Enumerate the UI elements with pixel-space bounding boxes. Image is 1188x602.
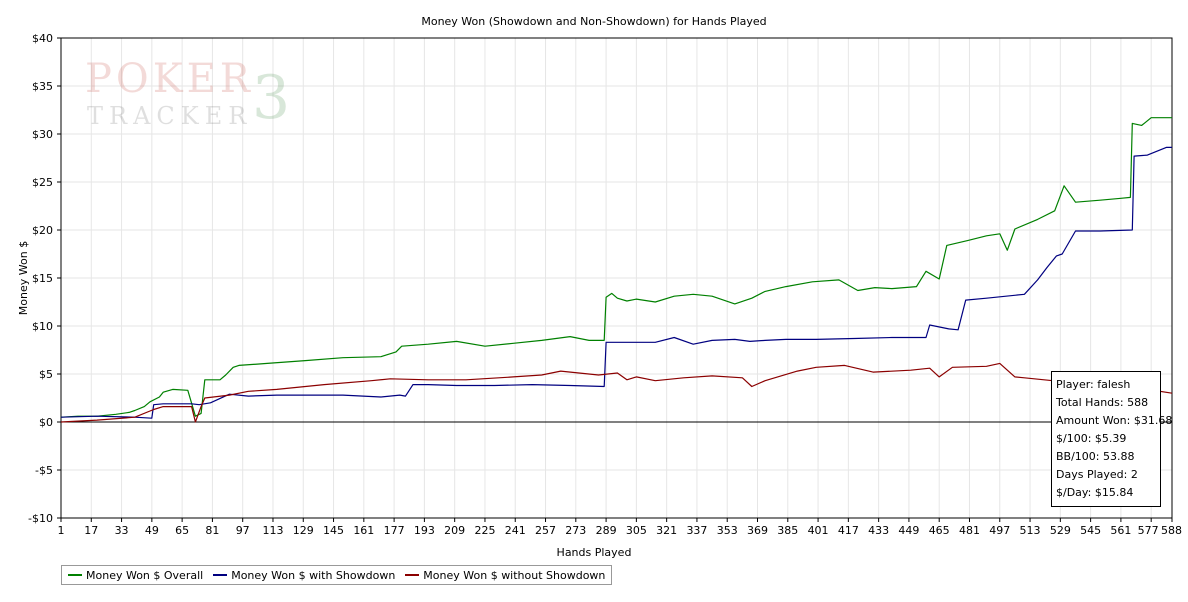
watermark-logo: POKER TRACKER 3 [85, 56, 290, 133]
legend-item-showdown: Money Won $ with Showdown [213, 569, 395, 582]
stats-days-played: Days Played: 2 [1056, 468, 1138, 481]
y-tick-label: $10 [32, 320, 53, 333]
y-tick-label: -$10 [28, 512, 53, 525]
stats-per-100: $/100: $5.39 [1056, 432, 1127, 445]
y-tick-label: $40 [32, 32, 53, 45]
y-tick-label: -$5 [35, 464, 53, 477]
player-stats-box: Player: falesh Total Hands: 588 Amount W… [1051, 371, 1173, 507]
stats-per-day: $/Day: $15.84 [1056, 486, 1134, 499]
legend-label-overall: Money Won $ Overall [86, 568, 204, 582]
legend-label-showdown: Money Won $ with Showdown [231, 568, 396, 582]
y-tick-label: $35 [32, 80, 53, 93]
x-tick-label: 289 [596, 524, 617, 537]
stats-amount-won: Amount Won: $31.68 [1056, 414, 1173, 427]
series-line-2 [60, 362, 1173, 423]
x-tick-label: 33 [115, 524, 129, 537]
x-tick-label: 113 [262, 524, 283, 537]
stats-bb-per-100: BB/100: 53.88 [1056, 450, 1135, 463]
series-lines [60, 117, 1173, 423]
legend-item-overall: Money Won $ Overall [68, 569, 203, 582]
y-tick-label: $30 [32, 128, 53, 141]
x-tick-label: 481 [959, 524, 980, 537]
chart-title: Money Won (Showdown and Non-Showdown) fo… [421, 15, 766, 28]
x-tick-label: 561 [1110, 524, 1131, 537]
watermark-tracker: TRACKER [87, 102, 252, 130]
x-tick-label: 193 [414, 524, 435, 537]
y-axis-title: Money Won $ [17, 241, 30, 315]
legend-label-non-showdown: Money Won $ without Showdown [423, 568, 606, 582]
x-tick-label: 65 [175, 524, 189, 537]
legend-swatch-non-showdown [405, 574, 420, 576]
x-tick-label: 257 [535, 524, 556, 537]
x-tick-label: 577 [1138, 524, 1159, 537]
series-line-0 [60, 117, 1172, 418]
x-tick-label: 433 [868, 524, 889, 537]
watermark-poker: POKER [85, 56, 254, 102]
watermark-mark: 3 [252, 63, 290, 133]
x-tick-label: 241 [505, 524, 526, 537]
y-tick-label: $5 [39, 368, 53, 381]
x-tick-label: 17 [84, 524, 98, 537]
y-tick-label: $25 [32, 176, 53, 189]
stats-player: Player: falesh [1056, 378, 1131, 391]
y-tick-label: $15 [32, 272, 53, 285]
x-tick-label: 97 [236, 524, 250, 537]
x-tick-label: 385 [777, 524, 798, 537]
chart-legend: Money Won $ Overall Money Won $ with Sho… [61, 565, 613, 585]
x-tick-label: 321 [656, 524, 677, 537]
x-axis-title: Hands Played [557, 546, 632, 559]
x-tick-label: 513 [1020, 524, 1041, 537]
legend-item-non-showdown: Money Won $ without Showdown [405, 569, 605, 582]
x-tick-label: 497 [989, 524, 1010, 537]
legend-swatch-showdown [213, 574, 228, 576]
x-tick-label: 145 [323, 524, 344, 537]
x-tick-label: 337 [686, 524, 707, 537]
x-tick-label: 273 [565, 524, 586, 537]
x-tick-label: 177 [384, 524, 405, 537]
stats-total-hands: Total Hands: 588 [1056, 396, 1149, 409]
x-tick-label: 209 [444, 524, 465, 537]
x-tick-label: 588 [1161, 524, 1182, 537]
x-tick-label: 417 [838, 524, 859, 537]
x-tick-label: 81 [205, 524, 219, 537]
x-tick-label: 225 [474, 524, 495, 537]
y-axis: -$10 -$5 $0 $5 $10 $15 $20 $25 $30 $35 $40 [28, 32, 61, 525]
x-tick-label: 369 [747, 524, 768, 537]
x-tick-label: 529 [1050, 524, 1071, 537]
x-tick-label: 305 [626, 524, 647, 537]
x-tick-label: 49 [145, 524, 159, 537]
x-tick-label: 465 [929, 524, 950, 537]
legend-swatch-overall [68, 574, 82, 576]
x-tick-label: 353 [717, 524, 738, 537]
x-tick-label: 1 [58, 524, 65, 537]
x-tick-label: 545 [1080, 524, 1101, 537]
x-tick-label: 161 [353, 524, 374, 537]
y-tick-label: $20 [32, 224, 53, 237]
x-tick-label: 401 [808, 524, 829, 537]
x-tick-label: 129 [293, 524, 314, 537]
y-tick-label: $0 [39, 416, 53, 429]
x-axis: 1 17 33 49 65 81 97 113 129 145 161 177 193 209 225 241… [58, 518, 1182, 537]
x-tick-label: 449 [898, 524, 919, 537]
series-line-1 [60, 146, 1172, 419]
